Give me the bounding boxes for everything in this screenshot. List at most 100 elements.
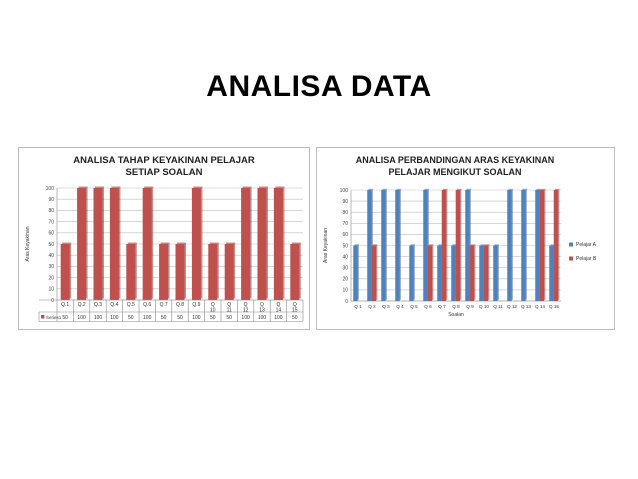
x-tick-label: 12: [243, 308, 249, 314]
bar: [159, 244, 169, 300]
bar: [93, 188, 103, 300]
x-tick-label: Q: [293, 302, 297, 308]
y-tick-label: 20: [342, 277, 348, 283]
bar: [381, 190, 386, 301]
table-value: 50: [128, 315, 134, 321]
x-tick-label: Q 13: [521, 304, 531, 309]
x-tick-label: 11: [227, 308, 232, 314]
y-tick-label: 0: [51, 298, 54, 304]
x-tick-label: Q.5: [127, 302, 135, 308]
legend-swatch: [569, 256, 573, 261]
table-value: 100: [94, 315, 103, 321]
table-value: 50: [62, 315, 68, 321]
bar: [423, 190, 428, 301]
bar: [409, 245, 414, 301]
y-tick-label: 20: [48, 275, 54, 281]
bar: [60, 244, 70, 300]
x-tick-label: 10: [210, 308, 216, 314]
x-tick-label: Q 6: [424, 304, 432, 309]
x-tick-label: 13: [259, 308, 265, 314]
x-tick-label: Q: [260, 302, 264, 308]
bar: [290, 244, 300, 300]
bar: [273, 188, 283, 300]
y-tick-label: 90: [342, 199, 348, 205]
bar: [493, 245, 498, 301]
bar: [521, 190, 526, 301]
bar: [142, 188, 152, 300]
chart-title-line: ANALISA TAHAP KEYAKINAN PELAJAR: [73, 155, 255, 166]
legend-series-name: Series1: [46, 315, 62, 320]
x-axis-label: Soalan: [448, 312, 464, 318]
y-tick-label: 80: [48, 208, 54, 214]
bar: [257, 188, 267, 300]
y-tick-label: 50: [48, 242, 54, 248]
legend-swatch: [41, 315, 45, 319]
y-tick-label: 70: [48, 219, 54, 225]
chart-panel-comparison: ANALISA PERBANDINGAN ARAS KEYAKINAN PELAJ…: [316, 147, 615, 330]
x-tick-label: Q 4: [396, 304, 404, 309]
bar: [175, 244, 185, 300]
table-value: 100: [241, 315, 250, 321]
chart-comparison: ANALISA PERBANDINGAN ARAS KEYAKINAN PELAJ…: [323, 155, 597, 318]
table-value: 50: [226, 315, 232, 321]
x-tick-label: Q 9: [466, 304, 474, 309]
y-tick-label: 60: [342, 232, 348, 238]
x-tick-label: Q.1: [61, 302, 69, 308]
x-tick-label: Q 15: [549, 304, 559, 309]
table-value: 50: [177, 315, 183, 321]
bar: [437, 245, 442, 301]
bar: [535, 190, 540, 301]
y-tick-label: 70: [342, 221, 348, 227]
x-tick-label: Q.3: [94, 302, 102, 308]
chart-title-line: ANALISA PERBANDINGAN ARAS KEYAKINAN: [356, 155, 555, 165]
bar: [427, 245, 433, 301]
x-tick-label: Q 11: [493, 304, 503, 309]
table-value: 100: [258, 315, 267, 321]
table-value: 100: [192, 315, 201, 321]
y-axis-label: Aras Keyakinan: [25, 226, 31, 261]
bar: [469, 245, 475, 301]
y-tick-label: 30: [342, 266, 348, 272]
bar: [483, 245, 489, 301]
y-tick-label: 100: [340, 188, 349, 194]
legend-series-name: Pelajar B: [576, 256, 597, 262]
x-tick-label: 15: [292, 308, 298, 314]
bar: [465, 190, 470, 301]
bar: [479, 245, 484, 301]
x-tick-label: Q: [227, 302, 231, 308]
bar: [208, 244, 218, 300]
y-tick-label: 10: [342, 288, 348, 294]
x-tick-label: Q.4: [110, 302, 118, 308]
y-axis-label: Aras Keyakinan: [323, 228, 329, 263]
bar: [77, 188, 87, 300]
x-tick-label: Q 14: [535, 304, 545, 309]
table-value: 50: [210, 315, 216, 321]
y-tick-label: 0: [345, 299, 348, 305]
table-value: 50: [161, 315, 167, 321]
chart-title-line: PELAJAR MENGIKUT SOALAN: [388, 167, 521, 177]
table-value: 100: [274, 315, 283, 321]
x-tick-label: Q: [244, 302, 248, 308]
x-tick-label: Q 5: [410, 304, 418, 309]
chart-panel-confidence: ANALISA TAHAP KEYAKINAN PELAJAR SETIAP SO…: [18, 147, 310, 330]
chart-title-line: SETIAP SOALAN: [126, 167, 203, 178]
x-tick-label: Q 10: [479, 304, 489, 309]
table-value: 100: [110, 315, 119, 321]
bar: [224, 244, 234, 300]
x-tick-label: Q 1: [354, 304, 362, 309]
x-tick-label: Q: [276, 302, 280, 308]
bar: [191, 188, 201, 300]
bar: [553, 190, 559, 301]
x-tick-label: Q.6: [143, 302, 151, 308]
bar: [109, 188, 119, 300]
y-tick-label: 50: [342, 243, 348, 249]
x-tick-label: Q 7: [438, 304, 446, 309]
x-tick-label: Q.2: [78, 302, 86, 308]
bar: [451, 245, 456, 301]
x-tick-label: 14: [276, 308, 282, 314]
bar: [367, 190, 372, 301]
bar: [441, 190, 447, 301]
bar: [371, 245, 377, 301]
y-tick-label: 40: [342, 254, 348, 260]
